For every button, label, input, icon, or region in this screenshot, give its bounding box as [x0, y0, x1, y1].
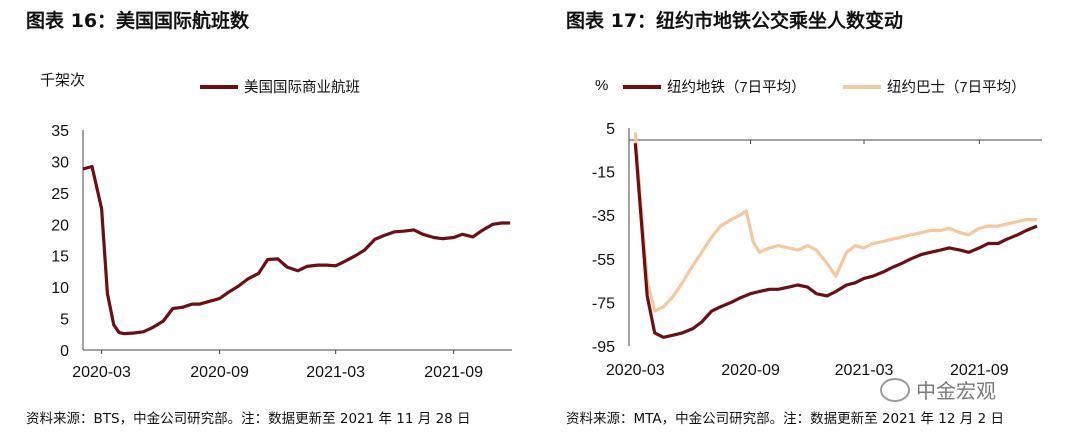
y-axis-unit-label: 千架次 — [40, 72, 85, 89]
y-tick-label: 20 — [51, 217, 69, 234]
chart-title: 图表 16：美国国际航班数 — [26, 10, 250, 32]
y-tick-label: -75 — [592, 295, 615, 312]
watermark: 中金宏观 — [880, 375, 996, 404]
y-tick-label: -15 — [592, 165, 615, 182]
y-tick-label: 5 — [606, 121, 615, 138]
series-line-1 — [633, 132, 1037, 313]
left-chart-panel: 图表 16：美国国际航班数 千架次 美国国际商业航班 35 30 25 20 15 10 5 0 2… — [26, 10, 512, 427]
right-chart-panel: 图表 17：纽约市地铁公交乘坐人数变动 % 纽约巴士（7日平均） 纽约地铁（7日平均… — [540, 0, 1080, 438]
y-tick-label: -95 — [592, 339, 615, 356]
chart-source-note: 资料来源：MTA，中金公司研究部。注：数据更新至 2021 年 12 月 2 日 — [566, 411, 1004, 427]
x-tick-label: 2021-03 — [835, 362, 894, 379]
chart-title: 图表 17：纽约市地铁公交乘坐人数变动 — [566, 10, 904, 32]
series-line-1 — [82, 164, 511, 336]
x-tick-label: 2020-09 — [190, 364, 249, 381]
y-tick-label: 15 — [51, 249, 69, 266]
watermark-text: 中金宏观 — [916, 379, 996, 403]
x-tick-label: 2020-03 — [72, 364, 131, 381]
x-tick-label: 2020-09 — [721, 362, 780, 379]
wechat-icon — [880, 377, 910, 402]
legend-label: 纽约巴士（7日平均） — [887, 79, 1026, 96]
y-tick-label: -55 — [592, 252, 615, 269]
x-tick-label: 2020-03 — [606, 362, 665, 379]
y-tick-label: 25 — [51, 186, 69, 203]
x-tick-label: 2021-03 — [306, 364, 365, 381]
y-tick-label: 10 — [51, 280, 69, 297]
y-tick-label: -35 — [592, 208, 615, 225]
legend-label: 美国国际商业航班 — [244, 79, 360, 96]
y-tick-label: 30 — [51, 154, 69, 171]
x-tick-label: 2021-09 — [950, 362, 1009, 379]
y-tick-label: 35 — [51, 123, 69, 140]
y-tick-label: 0 — [60, 343, 69, 360]
right-chart-svg: % 纽约巴士（7日平均） 纽约地铁（7日平均） 5 -15 -35 -55 -75 -95 202… — [592, 77, 1042, 379]
x-tick-label: 2021-09 — [424, 364, 483, 381]
y-axis-unit-label: % — [595, 77, 608, 94]
y-tick-label: 5 — [60, 312, 69, 329]
legend-label: 纽约地铁（7日平均） — [667, 79, 806, 96]
chart-source-note: 资料来源：BTS，中金公司研究部。注：数据更新至 2021 年 11 月 28 … — [26, 411, 471, 427]
series-line-2 — [633, 143, 1038, 339]
